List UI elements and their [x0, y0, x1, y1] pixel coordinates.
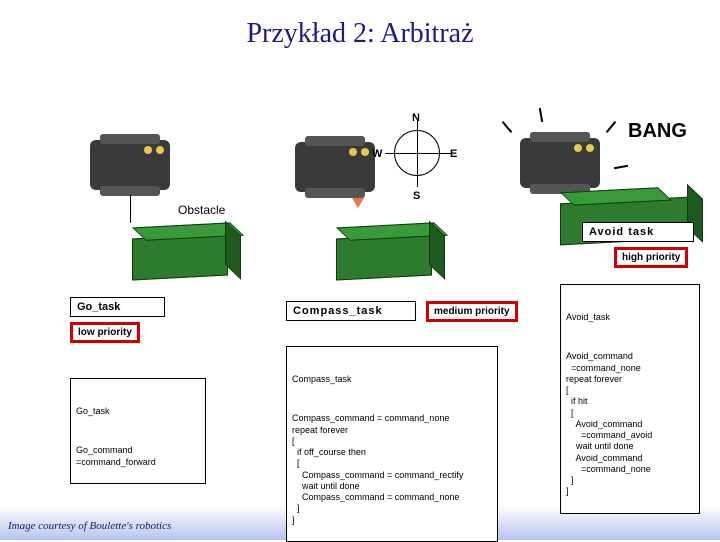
compass-code-body: Compass_command = command_none repeat fo…: [292, 413, 492, 526]
bang-label: BANG: [628, 120, 687, 143]
go-code-box: Go_task Go_command =command_forward: [70, 378, 206, 484]
obstacle-label: Obstacle: [178, 203, 225, 217]
obstacle-compass: [336, 233, 432, 280]
go-code-body: Go_command =command_forward: [76, 445, 200, 468]
go-code-header: Go_task: [76, 406, 200, 417]
avoid-task-box: Avoid task: [582, 222, 694, 242]
arrow-go: [130, 195, 131, 223]
go-task-box: Go_task: [70, 297, 165, 317]
robot-go: [90, 140, 170, 190]
robot-compass: [295, 142, 375, 192]
compass-w: W: [372, 148, 382, 160]
high-priority-box: high priority: [614, 247, 688, 268]
bang-spark: [539, 108, 543, 122]
compass-rose: [394, 130, 440, 176]
bang-spark: [606, 121, 617, 133]
compass-n: N: [412, 112, 420, 124]
compass-code-box: Compass_task Compass_command = command_n…: [286, 346, 498, 542]
compass-s: S: [413, 190, 420, 202]
robot-avoid: [520, 138, 600, 188]
low-priority-box: low priority: [70, 322, 140, 343]
compass-e: E: [450, 148, 457, 160]
compass-code-header: Compass_task: [292, 374, 492, 385]
avoid-code-box: Avoid_task Avoid_command =command_none r…: [560, 284, 700, 514]
obstacle-go: [132, 233, 228, 280]
bang-spark: [502, 121, 513, 133]
image-credit: Image courtesy of Boulette's robotics: [8, 520, 171, 532]
heading-arrow: [352, 198, 364, 208]
medium-priority-box: medium priority: [426, 301, 518, 322]
avoid-code-header: Avoid_task: [566, 312, 694, 323]
page-title: Przykład 2: Arbitraż: [0, 0, 720, 50]
compass-task-box: Compass_task: [286, 301, 416, 321]
avoid-code-body: Avoid_command =command_none repeat forev…: [566, 351, 694, 497]
bang-spark: [614, 165, 628, 169]
